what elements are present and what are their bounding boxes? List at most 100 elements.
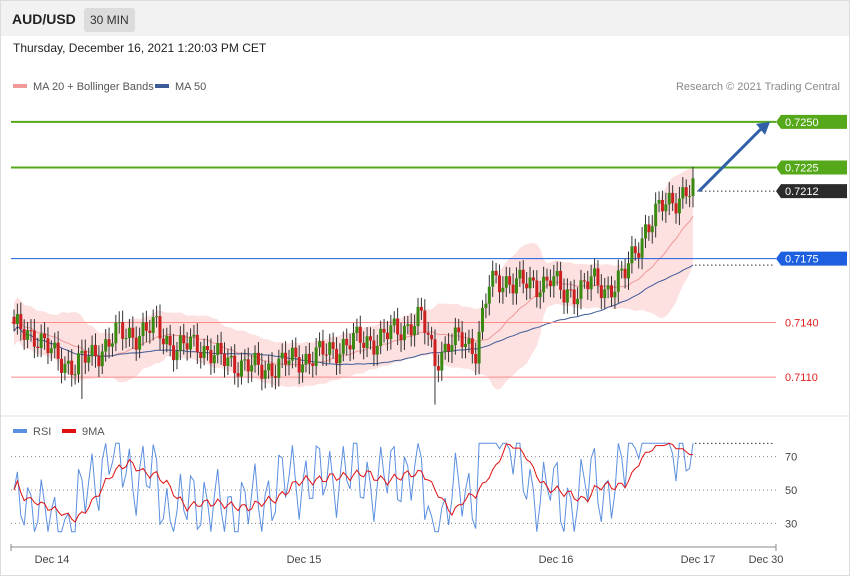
candle-body <box>402 325 406 341</box>
ma20-legend-label: MA 20 + Bollinger Bands <box>33 81 154 93</box>
candle-body <box>664 204 668 212</box>
rsi-ma-legend-label: 9MA <box>82 426 105 438</box>
candle-body <box>603 289 607 299</box>
candle-body <box>110 343 114 347</box>
candle-body <box>474 354 478 364</box>
level-label-box <box>776 114 847 129</box>
candle-body <box>324 354 328 356</box>
candle-body <box>216 343 220 356</box>
candle-body <box>277 358 281 378</box>
candle-body <box>579 280 583 299</box>
candle-body <box>589 276 593 290</box>
candle-body <box>175 351 179 361</box>
candle-body <box>552 276 556 287</box>
ma20-legend-swatch <box>13 84 27 88</box>
candle-body <box>382 328 386 333</box>
candle-body <box>504 276 508 288</box>
candle-body <box>192 334 196 337</box>
candle-body <box>538 292 542 298</box>
candle-body <box>447 343 451 352</box>
candle-body <box>290 347 294 361</box>
candle-body <box>464 343 468 348</box>
candle-body <box>172 345 176 361</box>
candle-body <box>691 178 695 196</box>
candle-body <box>80 350 84 354</box>
level-label-box <box>776 184 847 199</box>
candle-body <box>311 363 315 366</box>
candle-body <box>63 363 67 373</box>
candle-body <box>178 335 182 352</box>
candle-body <box>406 324 410 326</box>
candle-body <box>576 298 580 305</box>
candle-body <box>460 332 464 348</box>
candle-body <box>396 318 400 335</box>
candle-body <box>375 345 379 355</box>
candle-body <box>545 276 549 281</box>
candle-body <box>654 203 658 227</box>
candle-body <box>647 224 651 233</box>
candle-body <box>60 358 64 373</box>
candle-body <box>97 356 101 367</box>
candle-body <box>294 347 298 358</box>
candle-body <box>219 343 223 354</box>
candle-body <box>141 322 145 337</box>
candle-body <box>599 285 603 299</box>
candle-body <box>430 334 434 340</box>
candle-body <box>531 277 535 281</box>
candle-body <box>569 289 573 291</box>
candle-body <box>443 343 447 353</box>
x-tick-label: Dec 30 <box>749 554 784 566</box>
candle-body <box>144 322 148 331</box>
candle-body <box>596 268 600 286</box>
candle-body <box>12 316 16 325</box>
candle-body <box>100 351 104 367</box>
candle-body <box>640 238 644 258</box>
candle-body <box>280 352 284 359</box>
candle-body <box>233 355 237 374</box>
candle-body <box>491 270 495 287</box>
candle-body <box>348 345 352 350</box>
candle-body <box>22 329 26 340</box>
rsi-legend-swatch <box>13 429 27 433</box>
candle-body <box>362 342 366 348</box>
candle-body <box>389 325 393 340</box>
candle-body <box>385 332 389 340</box>
candle-body <box>586 281 590 290</box>
candle-body <box>206 346 210 351</box>
candle-body <box>267 363 271 371</box>
level-label-3: 0.7175 <box>785 254 819 266</box>
candle-body <box>304 353 308 365</box>
candle-body <box>352 332 355 350</box>
candle-body <box>199 352 203 359</box>
candle-body <box>657 200 661 204</box>
candle-body <box>620 268 624 271</box>
candle-body <box>562 289 566 303</box>
candle-body <box>39 333 43 349</box>
candle-body <box>151 317 155 333</box>
candle-body <box>284 352 288 365</box>
candle-body <box>606 285 610 290</box>
candle-body <box>43 333 47 339</box>
projection-arrow-head <box>756 121 770 135</box>
candle-body <box>260 364 264 379</box>
level-label-box <box>776 160 847 175</box>
candle-body <box>674 203 678 214</box>
candle-body <box>481 307 485 332</box>
candle-body <box>399 334 403 341</box>
candle-body <box>253 352 257 366</box>
candle-body <box>93 344 97 357</box>
candle-body <box>46 338 50 354</box>
timeframe-button[interactable]: 30 MIN <box>84 8 135 32</box>
candle-body <box>684 187 688 197</box>
rsi-ma-line <box>13 442 693 523</box>
candle-body <box>457 327 461 333</box>
x-tick-label: Dec 16 <box>539 554 574 566</box>
candle-body <box>121 322 125 339</box>
x-tick-label: Dec 15 <box>287 554 322 566</box>
candle-body <box>630 246 634 264</box>
candle-body <box>335 348 339 364</box>
candle-body <box>433 339 437 367</box>
candle-body <box>521 269 525 284</box>
candle-body <box>104 339 108 352</box>
